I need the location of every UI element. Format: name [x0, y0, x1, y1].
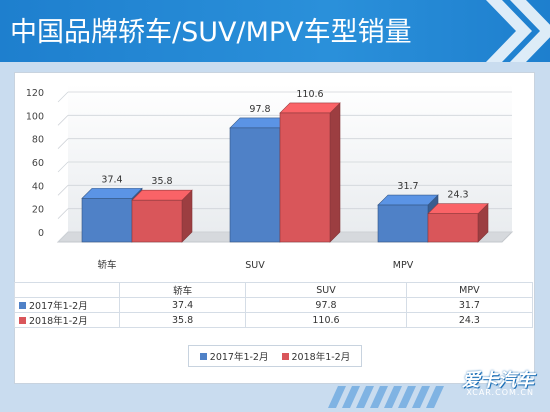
table-row-label: 2018年1-2月 — [14, 312, 120, 328]
gridline-side — [57, 208, 69, 219]
data-label: 35.8 — [151, 176, 172, 187]
table-cell: 97.8 — [245, 297, 407, 313]
table-header-cell: MPV — [405, 282, 534, 298]
legend-box: 2017年1-2月 2018年1-2月 — [187, 345, 363, 367]
table-row-label-text: 2018年1-2月 — [29, 316, 88, 327]
table-header-cell: SUV — [245, 282, 407, 298]
page-title: 中国品牌轿车/SUV/MPV车型销量 — [10, 17, 412, 48]
chart-legend: 2017年1-2月 2018年1-2月 — [0, 345, 550, 367]
legend-label: 2018年1-2月 — [291, 352, 351, 363]
series-swatch-icon — [199, 353, 207, 360]
table-cell: 24.3 — [405, 312, 534, 328]
logo-subtext: XCAR.COM.CN — [466, 388, 534, 397]
data-label: 37.4 — [101, 174, 122, 185]
table-row: 2017年1-2月 37.4 97.8 31.7 — [14, 297, 534, 313]
y-tick-label: 80 — [32, 135, 44, 146]
y-tick-label: 120 — [26, 88, 44, 99]
x-tick-label: 轿车 — [97, 259, 116, 271]
gridline-side — [57, 91, 69, 103]
table-cell: 37.4 — [118, 297, 247, 313]
bar-top — [377, 194, 439, 206]
x-tick-label: MPV — [393, 260, 414, 271]
bar-top — [279, 102, 341, 114]
legend-label: 2017年1-2月 — [209, 352, 269, 363]
table-cell: 110.6 — [245, 312, 407, 328]
y-tick-label: 20 — [32, 205, 44, 216]
footer-bar — [0, 382, 550, 412]
decorative-stripes-icon — [486, 0, 550, 62]
data-label: 97.8 — [249, 104, 270, 115]
bar-top — [427, 203, 489, 214]
data-label: 31.7 — [397, 181, 418, 192]
y-tick-label: 40 — [32, 181, 44, 192]
bar-top — [81, 188, 143, 199]
bar — [377, 204, 429, 243]
table-row: 2018年1-2月 35.8 110.6 24.3 — [14, 312, 534, 328]
y-tick-label: 60 — [32, 158, 44, 169]
bar-top — [131, 189, 193, 201]
y-tick-label: 0 — [38, 228, 44, 239]
decorative-stripes-icon — [328, 386, 444, 408]
bar — [131, 199, 183, 243]
gridline-side — [57, 185, 69, 196]
gridline-side — [57, 161, 69, 173]
legend-item: 2018年1-2月 — [281, 349, 351, 363]
data-label: 110.6 — [296, 89, 323, 100]
xcar-logo: 爱卡汽车 XCAR.COM.CN — [456, 366, 540, 406]
series-swatch-icon — [19, 317, 26, 324]
y-tick-label: 100 — [26, 111, 44, 122]
bar-side — [329, 102, 341, 243]
bar-chart: 0 20 40 60 80 100 120 37.4 35.8 轿车 97.8 110.6 SUV 31.… — [26, 84, 514, 271]
gridline-side — [57, 115, 69, 126]
table-header-row: 轿车 SUV MPV — [14, 282, 534, 298]
logo-text: 爱卡汽车 — [462, 370, 534, 391]
bar — [81, 198, 133, 243]
x-tick-label: SUV — [245, 260, 265, 271]
gridline-side — [57, 231, 69, 243]
gridline-side — [57, 138, 69, 149]
table-cell: 31.7 — [405, 297, 534, 313]
series-swatch-icon — [19, 302, 26, 309]
header-banner: 中国品牌轿车/SUV/MPV车型销量 — [0, 0, 550, 62]
bar — [279, 112, 331, 243]
bar — [229, 127, 281, 243]
bar — [427, 213, 479, 243]
legend-item: 2017年1-2月 — [199, 349, 269, 363]
data-table: 轿车 SUV MPV 2017年1-2月 37.4 97.8 31.7 2018… — [14, 282, 534, 328]
table-row-label-text: 2017年1-2月 — [29, 301, 88, 312]
data-label: 24.3 — [447, 190, 468, 201]
series-swatch-icon — [281, 353, 289, 360]
table-cell: 35.8 — [118, 312, 247, 328]
table-header-cell: 轿车 — [118, 282, 247, 298]
table-row-label: 2017年1-2月 — [14, 297, 120, 313]
table-header-cell — [14, 282, 120, 298]
